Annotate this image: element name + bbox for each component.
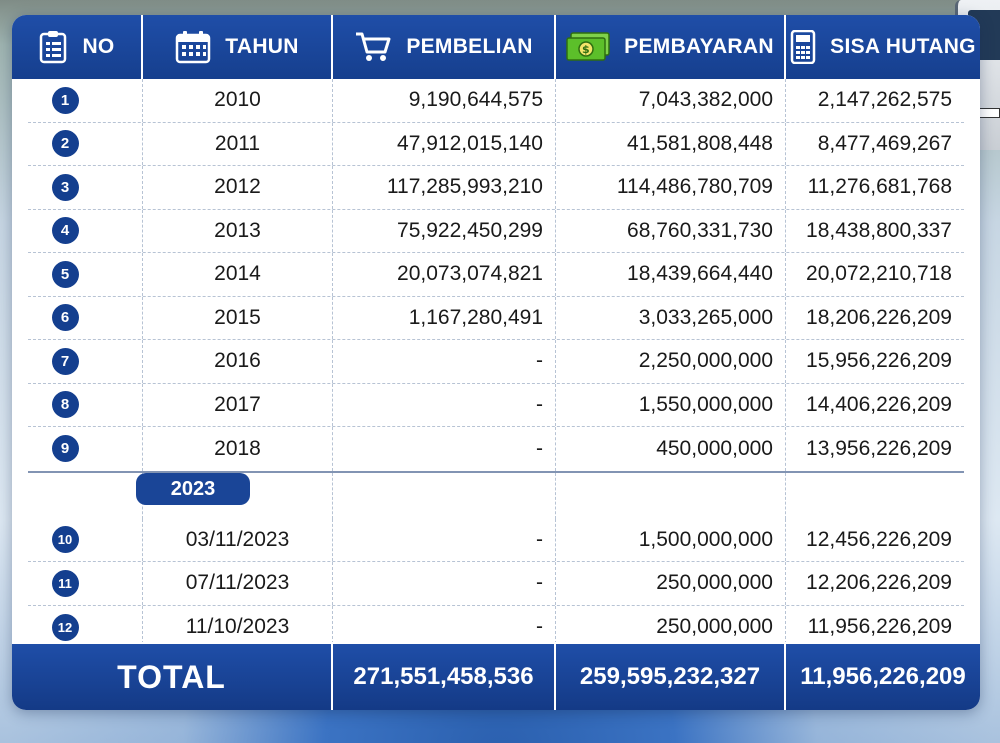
row-number-badge: 4	[51, 217, 79, 245]
table-row: 3 2012 117,285,993,210 114,486,780,709 1…	[28, 166, 964, 210]
header-pembayaran-label: PEMBAYARAN	[624, 35, 774, 58]
cell-sisa-hutang: 13,956,226,209	[806, 436, 952, 460]
cell-pembayaran: 68,760,331,730	[556, 209, 786, 252]
row-number-badge: 9	[51, 435, 79, 463]
header-no: NO	[12, 15, 143, 79]
header-pembayaran: $ PEMBAYARAN	[556, 15, 786, 79]
cell-pembelian: -	[333, 605, 556, 649]
row-number-badge: 6	[51, 304, 79, 332]
cell-sisa-hutang: 14,406,226,209	[806, 392, 952, 416]
table-row: 1 2010 9,190,644,575 7,043,382,000 2,147…	[28, 79, 964, 123]
cell-sisa-hutang: 11,956,226,209	[807, 615, 952, 639]
shopping-cart-icon	[356, 32, 391, 61]
table-header: NO TAHUN PEMBELIAN	[12, 15, 980, 79]
cell-pembelian: 117,285,993,210	[333, 166, 556, 209]
header-pembelian-label: PEMBELIAN	[406, 35, 533, 58]
cell-tahun: 07/11/2023	[143, 562, 333, 605]
cell-pembayaran: 41,581,808,448	[556, 122, 786, 165]
cell-pembayaran: 114,486,780,709	[556, 166, 786, 209]
cell-tahun: 2010	[143, 79, 333, 122]
row-number-badge: 2	[51, 130, 79, 158]
total-row: TOTAL 271,551,458,536 259,595,232,327 11…	[12, 642, 980, 710]
cell-pembayaran: 1,550,000,000	[556, 383, 786, 426]
cell-tahun: 2014	[143, 253, 333, 296]
cell-sisa-hutang: 11,276,681,768	[807, 175, 952, 199]
cell-pembayaran: 250,000,000	[556, 605, 786, 649]
cell-sisa-hutang: 20,072,210,718	[806, 262, 952, 286]
table-row: 9 2018 - 450,000,000 13,956,226,209	[28, 427, 964, 471]
money-bill-icon: $	[566, 32, 610, 61]
header-tahun-label: TAHUN	[225, 35, 299, 58]
cell-tahun: 2011	[143, 122, 333, 165]
row-number-badge: 1	[51, 86, 79, 114]
cell-pembelian: -	[333, 427, 556, 471]
table-row: 12 11/10/2023 - 250,000,000 11,956,226,2…	[28, 605, 964, 649]
table-row: 7 2016 - 2,250,000,000 15,956,226,209	[28, 340, 964, 384]
cell-pembelian: 1,167,280,491	[333, 296, 556, 339]
total-pembelian: 271,551,458,536	[333, 644, 556, 710]
cell-tahun: 11/10/2023	[143, 605, 333, 649]
row-number-badge: 5	[51, 260, 79, 288]
row-number-badge: 12	[51, 613, 79, 641]
cell-sisa-hutang: 12,456,226,209	[806, 527, 952, 551]
row-number-badge: 11	[51, 569, 79, 597]
cell-tahun: 2012	[143, 166, 333, 209]
table-row: 5 2014 20,073,074,821 18,439,664,440 20,…	[28, 253, 964, 297]
cell-pembayaran: 18,439,664,440	[556, 253, 786, 296]
row-number-badge: 7	[51, 347, 79, 375]
cell-pembayaran: 250,000,000	[556, 562, 786, 605]
calendar-icon	[176, 31, 211, 64]
row-number-badge: 3	[51, 173, 79, 201]
header-tahun: TAHUN	[143, 15, 333, 79]
cell-tahun: 2013	[143, 209, 333, 252]
cell-tahun: 03/11/2023	[143, 518, 333, 561]
svg-text:$: $	[582, 43, 590, 56]
table-row: 2 2011 47,912,015,140 41,581,808,448 8,4…	[28, 122, 964, 166]
cell-tahun: 2016	[143, 340, 333, 383]
cell-pembelian: -	[333, 562, 556, 605]
header-sisa-hutang: SISA HUTANG	[786, 15, 980, 79]
cell-pembelian: 75,922,450,299	[333, 209, 556, 252]
header-pembelian: PEMBELIAN	[333, 15, 556, 79]
total-label: TOTAL	[12, 644, 333, 710]
table-row: 10 03/11/2023 - 1,500,000,000 12,456,226…	[28, 518, 964, 562]
calculator-icon	[790, 30, 816, 64]
debt-summary-table: NO TAHUN PEMBELIAN	[12, 15, 980, 710]
cell-pembayaran: 1,500,000,000	[556, 518, 786, 561]
cell-pembelian: 20,073,074,821	[333, 253, 556, 296]
group-year-label: 2023	[136, 473, 250, 505]
row-number-badge: 10	[51, 526, 79, 554]
total-sisa-hutang: 11,956,226,209	[800, 663, 966, 690]
table-row: 4 2013 75,922,450,299 68,760,331,730 18,…	[28, 209, 964, 253]
cell-tahun: 2017	[143, 383, 333, 426]
cell-sisa-hutang: 18,206,226,209	[806, 305, 952, 329]
cell-tahun: 2018	[143, 427, 333, 471]
cell-pembayaran: 3,033,265,000	[556, 296, 786, 339]
cell-pembelian: -	[333, 383, 556, 426]
cell-pembelian: 47,912,015,140	[333, 122, 556, 165]
cell-pembayaran: 2,250,000,000	[556, 340, 786, 383]
cell-tahun: 2015	[143, 296, 333, 339]
row-number-badge: 8	[51, 391, 79, 419]
cell-sisa-hutang: 18,438,800,337	[806, 218, 952, 242]
cell-pembayaran: 7,043,382,000	[556, 79, 786, 122]
cell-sisa-hutang: 15,956,226,209	[806, 349, 952, 373]
header-sisa-hutang-label: SISA HUTANG	[830, 35, 976, 58]
header-no-label: NO	[82, 35, 115, 58]
table-row: 6 2015 1,167,280,491 3,033,265,000 18,20…	[28, 296, 964, 340]
clipboard-list-icon	[40, 31, 67, 64]
cell-sisa-hutang: 12,206,226,209	[806, 571, 952, 595]
table-row: 8 2017 - 1,550,000,000 14,406,226,209	[28, 383, 964, 427]
total-pembayaran: 259,595,232,327	[556, 644, 786, 710]
cell-sisa-hutang: 8,477,469,267	[817, 131, 952, 155]
cell-pembelian: -	[333, 340, 556, 383]
cell-sisa-hutang: 2,147,262,575	[817, 88, 952, 112]
cell-pembelian: -	[333, 518, 556, 561]
cell-pembayaran: 450,000,000	[556, 427, 786, 471]
table-row: 11 07/11/2023 - 250,000,000 12,206,226,2…	[28, 562, 964, 606]
table-body: 1 2010 9,190,644,575 7,043,382,000 2,147…	[12, 79, 980, 649]
section-divider	[28, 470, 964, 473]
cell-pembelian: 9,190,644,575	[333, 79, 556, 122]
